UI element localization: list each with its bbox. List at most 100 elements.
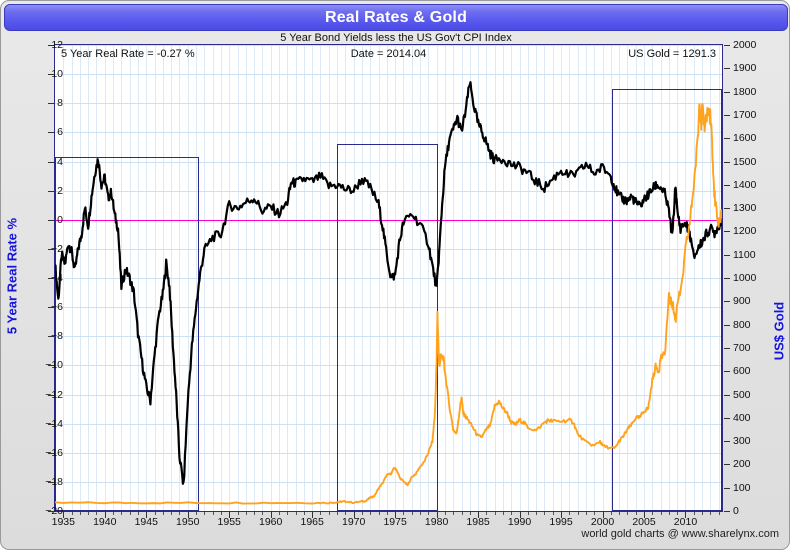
y-tick-label-right: 1300 (733, 202, 757, 215)
y-tick-mark-right (724, 441, 730, 443)
x-tick-mark-minor (511, 512, 513, 515)
y-tick-label-right: 800 (733, 318, 751, 331)
x-tick-mark-minor (502, 512, 504, 515)
y-tick-label-left: −20 (45, 505, 63, 517)
y-tick-mark-left (48, 307, 54, 309)
y-tick-mark-left (48, 161, 54, 163)
y-tick-label-right: 300 (733, 435, 751, 448)
y-tick-label-right: 100 (733, 481, 751, 494)
x-tick-mark-minor (569, 512, 571, 515)
x-tick-label: 1960 (259, 516, 283, 528)
page-title: Real Rates & Gold (324, 8, 468, 26)
highlight-box (611, 88, 722, 511)
y-tick-mark-right (724, 371, 730, 373)
x-tick-mark-minor (345, 512, 347, 515)
x-tick-mark-minor (328, 512, 330, 515)
y-tick-label-left: −14 (45, 417, 63, 430)
x-tick-label: 1945 (134, 516, 158, 528)
x-tick-mark-minor (693, 512, 695, 515)
y-tick-label-right: 1200 (733, 225, 757, 238)
highlight-box (55, 157, 199, 511)
x-tick-mark (270, 512, 272, 518)
y-tick-mark-left (48, 394, 54, 396)
x-tick-mark-minor (627, 512, 629, 515)
window-title-bar: Real Rates & Gold (4, 4, 788, 31)
x-tick-mark-minor (278, 512, 280, 515)
x-tick-label: 2010 (673, 516, 698, 528)
y-tick-label-right: 1100 (733, 248, 756, 261)
right-axis-title: US$ Gold (771, 301, 787, 361)
x-tick-mark (395, 512, 397, 518)
x-tick-mark-minor (677, 512, 679, 515)
gridline-horizontal (55, 307, 722, 309)
x-tick-mark-minor (287, 512, 289, 515)
x-tick-label: 2005 (632, 516, 656, 528)
y-tick-mark-right (724, 347, 730, 349)
y-tick-mark-left (48, 103, 54, 105)
x-tick-mark-minor (361, 512, 363, 515)
left-axis-title: 5 Year Real Rate % (4, 217, 20, 335)
x-tick-mark-minor (179, 512, 181, 515)
y-tick-label-left: −8 (51, 330, 63, 343)
x-tick-mark-minor (295, 512, 297, 515)
y-tick-label-left: 12 (51, 39, 63, 51)
annotation-real-rate: 5 Year Real Rate = -0.27 % (61, 48, 195, 60)
y-tick-mark-left (48, 278, 54, 279)
gridline-horizontal (55, 481, 722, 483)
x-tick-mark-minor (594, 512, 596, 515)
x-tick-mark-minor (469, 512, 471, 515)
x-tick-mark-minor (71, 512, 73, 515)
y-tick-label-left: −4 (51, 272, 63, 284)
gridline-horizontal (55, 278, 722, 279)
x-tick-mark (519, 512, 521, 518)
x-tick-label: 1985 (466, 516, 490, 528)
y-tick-mark-right (724, 114, 730, 116)
y-tick-label-left: −2 (51, 242, 63, 255)
y-tick-label-right: 1600 (733, 132, 757, 145)
y-tick-label-right: 200 (733, 458, 751, 471)
x-tick-mark-minor (220, 512, 222, 515)
y-tick-label-left: −6 (51, 301, 63, 314)
x-tick-mark-minor (585, 512, 587, 515)
x-tick-mark-minor (403, 512, 405, 515)
x-tick-mark (436, 512, 438, 518)
x-tick-mark (229, 512, 231, 518)
x-tick-mark (187, 512, 189, 518)
x-tick-mark-minor (453, 512, 455, 515)
y-tick-label-right: 1700 (733, 108, 757, 121)
x-tick-mark (353, 512, 355, 518)
y-tick-label-right: 2000 (733, 39, 757, 51)
x-tick-mark (602, 512, 604, 518)
x-tick-label: 1965 (300, 516, 324, 528)
gridline-horizontal (55, 190, 722, 192)
annotation-us-gold: US Gold = 1291.3 (628, 48, 716, 60)
y-tick-label-left: −18 (45, 475, 63, 488)
x-tick-mark-minor (552, 512, 554, 515)
y-tick-mark-right (724, 161, 730, 163)
x-tick-mark-minor (121, 512, 123, 515)
y-tick-mark-right (724, 394, 730, 396)
y-tick-mark-right (724, 254, 730, 256)
y-tick-label-left: 8 (57, 97, 63, 110)
x-tick-mark-minor (486, 512, 488, 515)
y-tick-mark-left (48, 45, 54, 46)
y-tick-mark-right (724, 91, 730, 93)
y-tick-mark-right (724, 511, 730, 512)
y-tick-label-left: 0 (57, 213, 63, 226)
y-tick-mark-right (724, 208, 730, 210)
x-tick-mark-minor (378, 512, 380, 515)
y-tick-mark-right (724, 45, 730, 46)
x-tick-mark-minor (171, 512, 173, 515)
x-tick-mark-minor (428, 512, 430, 515)
y-tick-label-right: 1900 (733, 62, 757, 75)
y-tick-mark-left (48, 481, 54, 483)
x-tick-mark-minor (262, 512, 264, 515)
y-tick-mark-right (724, 278, 730, 279)
x-tick-mark-minor (245, 512, 247, 515)
x-tick-mark-minor (668, 512, 670, 515)
y-tick-mark-right (724, 464, 730, 466)
gridline-horizontal (55, 103, 722, 105)
y-tick-label-right: 900 (733, 295, 751, 308)
plot-area: 5 Year Real Rate = -0.27 % Date = 2014.0… (54, 44, 723, 512)
x-tick-mark-minor (129, 512, 131, 515)
